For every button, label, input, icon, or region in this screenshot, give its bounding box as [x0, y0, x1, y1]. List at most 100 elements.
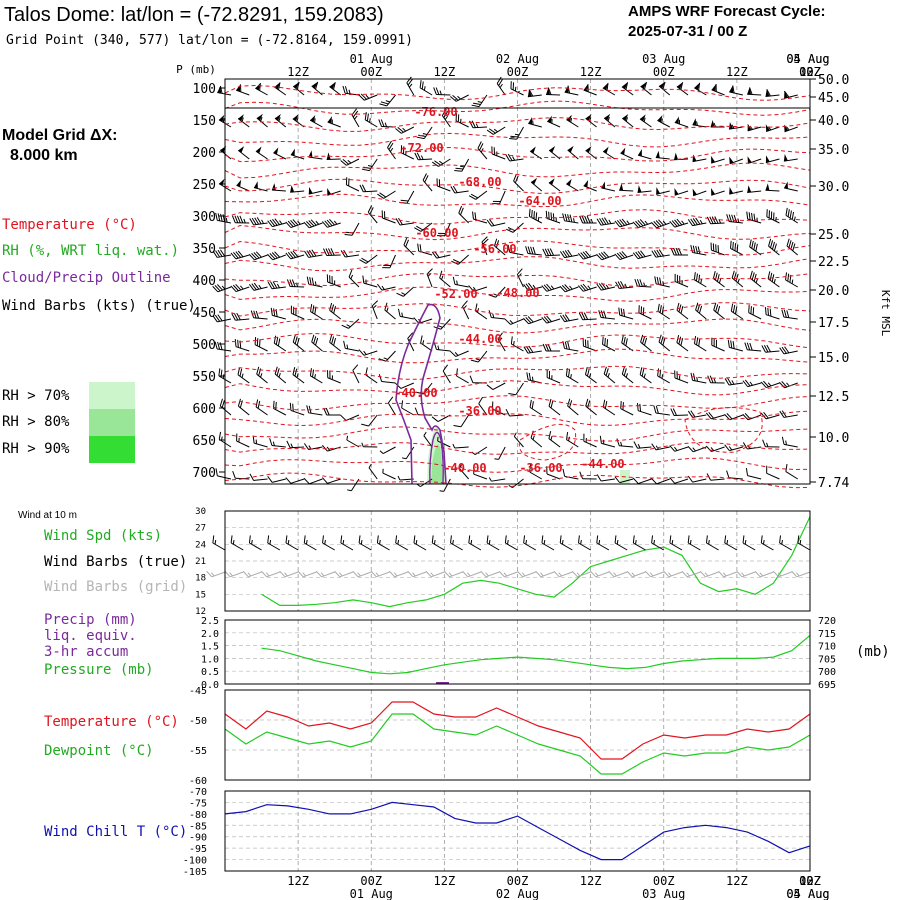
barb-full — [746, 342, 751, 351]
barb-full — [329, 275, 331, 283]
wind-barb — [419, 80, 433, 96]
wind-barb — [602, 82, 616, 96]
barb-full — [549, 248, 555, 256]
barb-staff — [528, 122, 542, 128]
barb-full — [559, 535, 562, 544]
barb-half — [386, 307, 389, 312]
barb-full — [212, 535, 215, 544]
wind-barb — [726, 470, 743, 480]
barb-full — [790, 241, 794, 250]
barb-full — [510, 81, 512, 89]
barb-full — [760, 535, 763, 544]
barb-full — [380, 101, 389, 105]
wind-barb — [513, 173, 524, 192]
barb-half — [475, 123, 479, 128]
wind-barb — [728, 121, 743, 130]
legend-rh: RH (%, WRT liq. wat.) — [2, 243, 180, 259]
barb-staff — [530, 181, 543, 192]
barb-full — [639, 219, 646, 226]
cloud-outline — [395, 303, 447, 485]
surface-wind-barb-grid — [242, 570, 262, 578]
barb-full — [310, 219, 317, 226]
barb-full — [680, 305, 684, 314]
wind-barb — [767, 271, 780, 288]
barb-staff — [529, 471, 543, 480]
barb-full — [674, 370, 676, 379]
barb-full — [342, 85, 346, 94]
barb-full — [567, 214, 570, 222]
barb-full — [325, 407, 330, 416]
wind-barb — [542, 248, 561, 257]
date-tick-top: 03 Aug — [642, 52, 685, 66]
barb-half — [531, 376, 534, 382]
barb-full — [581, 215, 586, 224]
barb-half — [415, 539, 418, 545]
barb-full — [489, 219, 495, 226]
barb-half — [211, 572, 215, 577]
barb-half — [777, 572, 782, 577]
barb-full — [269, 253, 276, 260]
barb-full — [615, 281, 620, 289]
barb-half — [225, 217, 228, 223]
wind-barb — [309, 368, 323, 384]
wind-barb — [705, 411, 725, 420]
surface-wind-barb-grid — [389, 570, 408, 578]
barb-full — [698, 82, 701, 91]
barb-full — [528, 282, 534, 290]
wind-barb — [436, 178, 451, 192]
wind-barb — [348, 269, 360, 288]
barb-full — [303, 477, 310, 485]
barb-full — [472, 211, 474, 220]
barb-flag — [765, 124, 770, 132]
wind-barb — [248, 282, 268, 291]
wind-barb — [690, 245, 707, 256]
pressure-unit: (mb) — [856, 644, 890, 660]
barb-full — [509, 137, 517, 140]
surface-wind-barb-grid — [462, 570, 482, 578]
barb-flag — [640, 82, 647, 89]
temperature-isotherm — [224, 224, 811, 241]
barb-full — [342, 158, 350, 165]
barb-full — [697, 304, 701, 312]
wind-barb — [401, 446, 415, 460]
barb-full — [562, 314, 568, 322]
barb-flag — [638, 148, 642, 157]
barb-full — [486, 129, 494, 135]
barb-staff — [674, 121, 689, 128]
pressure-tick: 695 — [818, 680, 836, 691]
barb-full — [718, 570, 725, 578]
barb-half — [439, 90, 442, 95]
wind-barb — [513, 432, 524, 448]
barb-half — [713, 378, 717, 384]
barb-full — [436, 178, 438, 187]
wind-barb — [731, 270, 744, 288]
wind-barb — [361, 414, 378, 427]
wind-barb — [491, 146, 506, 160]
barb-full — [331, 336, 335, 345]
wind-barb — [505, 408, 524, 417]
pressure-tick: 710 — [818, 642, 836, 653]
barb-full — [632, 221, 639, 228]
height-tick-label: 20.0 — [818, 284, 849, 299]
barb-full — [732, 341, 735, 349]
wind-barb — [596, 217, 615, 226]
wind-barb — [676, 335, 689, 352]
barb-flag — [567, 145, 574, 153]
wind-barb — [707, 375, 725, 384]
barb-full — [640, 306, 643, 314]
barb-full — [559, 315, 566, 322]
barb-full — [306, 276, 310, 285]
date-tick-top: 04 Aug — [786, 52, 829, 66]
wind-barb — [634, 278, 652, 288]
wind-barb — [473, 469, 488, 480]
barb-half — [278, 373, 281, 378]
barb-full — [726, 470, 730, 478]
barb-staff — [290, 154, 305, 160]
barb-full — [309, 368, 312, 376]
barb-full — [617, 281, 623, 289]
barb-half — [459, 464, 462, 469]
barb-flag — [711, 155, 716, 164]
temperature-isotherm — [224, 380, 811, 396]
barb-full — [348, 178, 350, 186]
barb-full — [698, 274, 701, 283]
